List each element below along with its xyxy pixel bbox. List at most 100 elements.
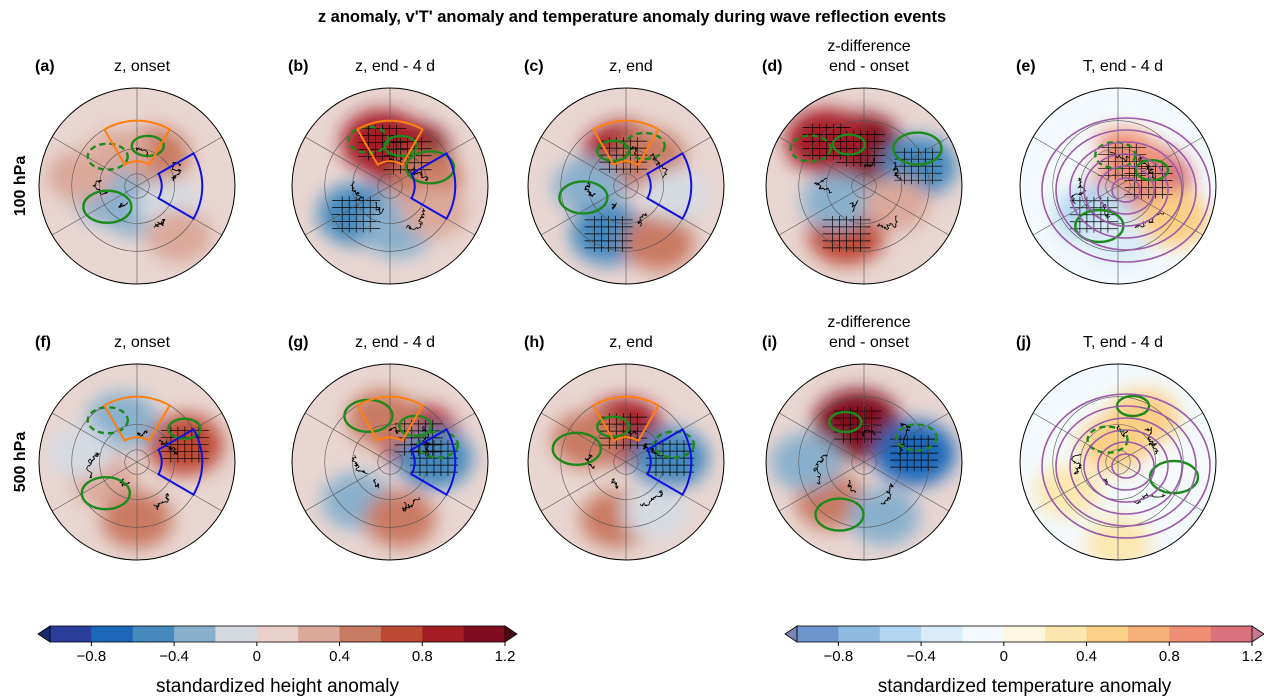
blue-sector-box <box>646 152 693 220</box>
colorbar-tick-label: 0 <box>253 648 261 665</box>
orange-sector-box <box>356 119 424 166</box>
panel-tag: (i) <box>762 334 777 351</box>
vt-contours <box>347 125 456 185</box>
map-boundary <box>291 87 489 285</box>
coastlines <box>813 158 902 231</box>
orange-sector-box <box>592 119 660 166</box>
vt-contours <box>551 415 696 467</box>
panel-tag: (j) <box>1016 334 1031 351</box>
vt-contours <box>558 131 666 215</box>
colorbar-extension-low <box>37 625 51 643</box>
panel-title: z, onset <box>114 58 171 75</box>
panel-title: end - onset <box>829 58 910 75</box>
colorbar-extension-low <box>784 625 798 643</box>
map-panel: (e) T, end - 4 d <box>1016 58 1217 285</box>
graticule <box>778 88 950 284</box>
colorbar-bin <box>463 626 506 642</box>
colorbar: −0.8 −0.4 0 0.4 0.8 1.2 standardized height an… <box>37 625 518 697</box>
colorbar-bin <box>91 626 134 642</box>
colorbar: −0.8 −0.4 0 0.4 0.8 1.2 standardized temperatu… <box>784 625 1264 697</box>
orange-sector-box <box>103 119 171 166</box>
orange-sector-box <box>103 395 171 442</box>
blue-sector-box <box>410 428 457 496</box>
panel-tag: (e) <box>1016 58 1036 75</box>
colorbar-bin <box>1003 626 1046 642</box>
coastlines <box>813 423 912 505</box>
panel-tag: (g) <box>288 334 308 351</box>
colorbar-bin <box>921 626 963 642</box>
map-boundary <box>765 363 963 561</box>
map-panel: (i) end - onset z-difference <box>762 314 963 561</box>
colorbar-bin <box>879 626 922 642</box>
colorbar-bin <box>50 626 92 642</box>
blue-sector-box <box>157 428 204 496</box>
anomaly-blob <box>643 168 709 222</box>
panel-tag: (a) <box>35 58 55 75</box>
colorbar-tick-label: −0.8 <box>824 648 854 665</box>
map-panel: (d) end - onset z-difference <box>762 38 963 285</box>
panel-title: z, end <box>609 334 653 351</box>
panel-title: z, end <box>609 58 653 75</box>
coastlines <box>349 156 429 230</box>
blue-sector-box <box>646 428 693 496</box>
colorbar-bin <box>215 626 258 642</box>
colorbar-bin <box>132 626 175 642</box>
graticule <box>1032 364 1204 560</box>
colorbar-tick-label: 1.2 <box>495 648 516 665</box>
orange-sector-box <box>356 395 424 442</box>
colorbar-bin <box>1045 626 1088 642</box>
row-label: 500 hPa <box>12 432 29 493</box>
panel-title: end - onset <box>829 334 910 351</box>
colorbar-tick-label: 0.8 <box>1159 648 1180 665</box>
significance-hatching <box>894 148 943 185</box>
panel-supertitle: z-difference <box>827 314 910 331</box>
map-panel: (a) z, onset <box>35 58 236 285</box>
map-boundary <box>527 87 725 285</box>
significance-hatching <box>409 440 458 477</box>
colorbar-bin <box>1086 626 1129 642</box>
vt-contours <box>814 410 938 532</box>
map-boundary <box>1019 363 1217 561</box>
panel-title: z, onset <box>114 334 171 351</box>
row-label: 100 hPa <box>12 156 29 217</box>
significance-hatching <box>332 196 381 233</box>
anomaly-blob <box>364 490 436 548</box>
panel-title: z, end - 4 d <box>355 58 435 75</box>
height-contours <box>1041 393 1211 539</box>
map-panel: (b) z, end - 4 d <box>288 58 489 285</box>
colorbar-bin <box>174 626 216 642</box>
map-boundary <box>38 363 236 561</box>
colorbar-bin <box>298 626 341 642</box>
colorbar-label: standardized temperature anomaly <box>878 676 1172 697</box>
vt-contours <box>80 406 202 511</box>
coastlines <box>351 425 431 512</box>
vt-contours <box>82 134 165 224</box>
anomaly-blob <box>770 433 842 491</box>
panel-title: T, end - 4 d <box>1083 334 1163 351</box>
colorbar-tick-label: −0.4 <box>159 648 189 665</box>
blue-sector-box <box>410 152 457 220</box>
colorbar-extension-high <box>504 625 518 643</box>
map-panel: (f) z, onset <box>35 334 236 561</box>
colorbar-bin <box>1127 626 1170 642</box>
colorbar-bin <box>339 626 382 642</box>
colorbar-bin <box>1210 626 1253 642</box>
colorbar-bin <box>256 626 299 642</box>
panel-tag: (d) <box>762 58 782 75</box>
colorbar-tick-label: 0.4 <box>329 648 350 665</box>
panel-tag: (b) <box>288 58 308 75</box>
panel-tag: (h) <box>524 334 544 351</box>
map-boundary <box>1019 87 1217 285</box>
map-boundary <box>291 363 489 561</box>
height-contours <box>1041 117 1211 263</box>
colorbar-tick-label: 0.8 <box>412 648 433 665</box>
colorbar-bin <box>797 626 839 642</box>
panel-tag: (f) <box>35 334 51 351</box>
colorbar-tick-label: −0.8 <box>77 648 107 665</box>
blue-sector-box <box>157 152 204 220</box>
panel-tag: (c) <box>524 58 544 75</box>
map-panel: (g) z, end - 4 d <box>288 334 489 561</box>
colorbar-tick-label: 0 <box>1000 648 1008 665</box>
colorbar-bin <box>380 626 423 642</box>
